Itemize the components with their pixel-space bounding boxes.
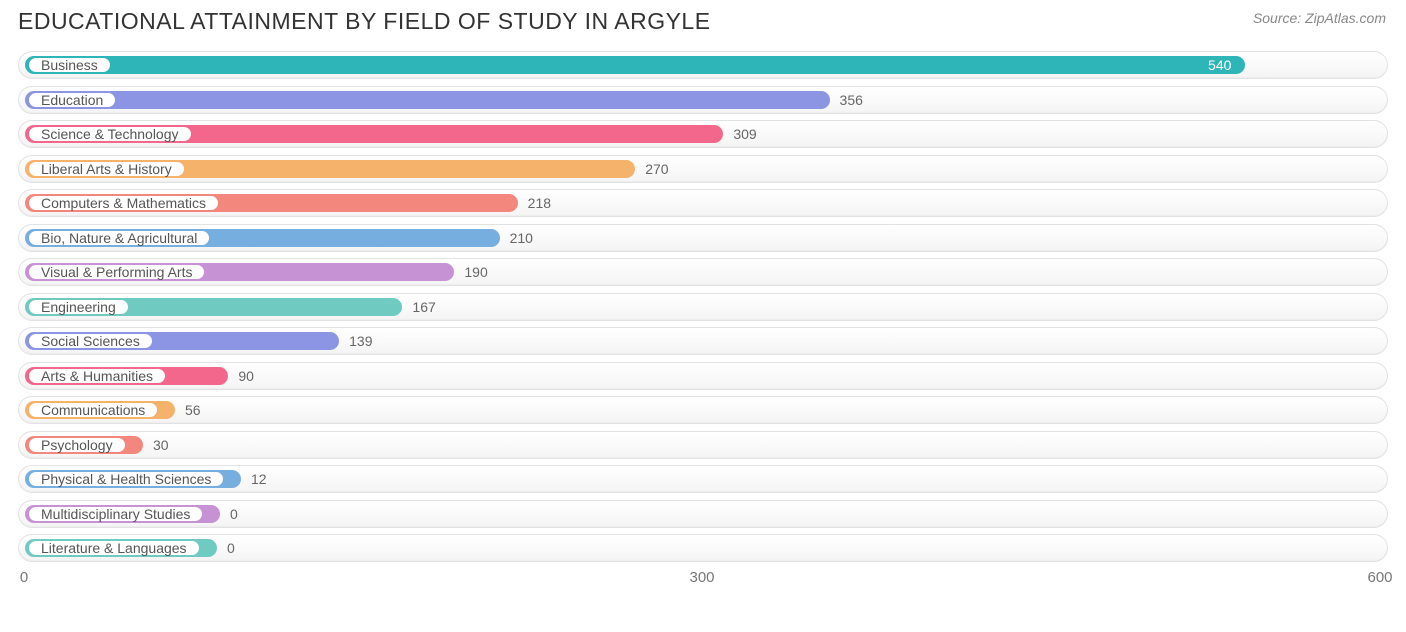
bar-category-pill: Communications bbox=[28, 402, 158, 418]
bar-value-label: 0 bbox=[230, 506, 238, 522]
bar-track: Physical & Health Sciences 12 bbox=[25, 470, 1381, 488]
bar-value-label: 210 bbox=[510, 230, 533, 246]
bar-category-pill: Computers & Mathematics bbox=[28, 195, 219, 211]
bar-track: Computers & Mathematics 218 bbox=[25, 194, 1381, 212]
bar-value-label: 167 bbox=[412, 299, 435, 315]
bar-category-pill: Science & Technology bbox=[28, 126, 192, 142]
bar-category-pill: Liberal Arts & History bbox=[28, 161, 185, 177]
bar-track: Science & Technology 309 bbox=[25, 125, 1381, 143]
bar-value-label: 139 bbox=[349, 333, 372, 349]
bar-row: Social Sciences 139 bbox=[18, 327, 1388, 355]
bar-value-label: 30 bbox=[153, 437, 169, 453]
bar-row: Bio, Nature & Agricultural 210 bbox=[18, 224, 1388, 252]
bar-track: Literature & Languages 0 bbox=[25, 539, 1381, 557]
x-axis-tick: 300 bbox=[689, 569, 714, 586]
bar-track: Social Sciences 139 bbox=[25, 332, 1381, 350]
bar-row: Multidisciplinary Studies 0 bbox=[18, 500, 1388, 528]
bar-row: Liberal Arts & History 270 bbox=[18, 155, 1388, 183]
bar-fill bbox=[25, 91, 830, 109]
bar-track: Engineering 167 bbox=[25, 298, 1381, 316]
bar-track: Psychology 30 bbox=[25, 436, 1381, 454]
bar-category-pill: Education bbox=[28, 92, 116, 108]
bar-value-label: 0 bbox=[227, 540, 235, 556]
x-axis-tick: 0 bbox=[20, 569, 28, 586]
bar-row: Science & Technology 309 bbox=[18, 120, 1388, 148]
bar-track: Education 356 bbox=[25, 91, 1381, 109]
bar-track: Liberal Arts & History 270 bbox=[25, 160, 1381, 178]
bar-track: Visual & Performing Arts 190 bbox=[25, 263, 1381, 281]
bar-track: Bio, Nature & Agricultural 210 bbox=[25, 229, 1381, 247]
chart-area: Business 540 Education 356 Science & Technol… bbox=[0, 39, 1406, 562]
x-axis-tick: 600 bbox=[1367, 569, 1392, 586]
bar-category-pill: Engineering bbox=[28, 299, 129, 315]
bar-category-pill: Physical & Health Sciences bbox=[28, 471, 224, 487]
bar-category-pill: Bio, Nature & Agricultural bbox=[28, 230, 210, 246]
bar-fill bbox=[25, 56, 1245, 74]
bar-category-pill: Arts & Humanities bbox=[28, 368, 166, 384]
bar-row: Literature & Languages 0 bbox=[18, 534, 1388, 562]
bar-row: Education 356 bbox=[18, 86, 1388, 114]
bar-value-label: 190 bbox=[464, 264, 487, 280]
bar-category-pill: Business bbox=[28, 57, 111, 73]
bar-value-label: 218 bbox=[528, 195, 551, 211]
chart-source: Source: ZipAtlas.com bbox=[1253, 10, 1386, 26]
bar-value-label: 540 bbox=[1208, 57, 1231, 73]
bar-category-pill: Visual & Performing Arts bbox=[28, 264, 205, 280]
bar-value-label: 90 bbox=[238, 368, 254, 384]
chart-header: EDUCATIONAL ATTAINMENT BY FIELD OF STUDY… bbox=[0, 0, 1406, 39]
bar-category-pill: Psychology bbox=[28, 437, 126, 453]
bar-category-pill: Social Sciences bbox=[28, 333, 153, 349]
bar-track: Business 540 bbox=[25, 56, 1381, 74]
bar-category-pill: Literature & Languages bbox=[28, 540, 200, 556]
bar-value-label: 56 bbox=[185, 402, 201, 418]
chart-title: EDUCATIONAL ATTAINMENT BY FIELD OF STUDY… bbox=[18, 8, 711, 35]
bar-row: Visual & Performing Arts 190 bbox=[18, 258, 1388, 286]
bar-category-pill: Multidisciplinary Studies bbox=[28, 506, 203, 522]
x-axis: 0300600 bbox=[24, 569, 1382, 599]
bar-row: Computers & Mathematics 218 bbox=[18, 189, 1388, 217]
bar-row: Physical & Health Sciences 12 bbox=[18, 465, 1388, 493]
bar-value-label: 309 bbox=[733, 126, 756, 142]
bar-value-label: 12 bbox=[251, 471, 267, 487]
bar-row: Engineering 167 bbox=[18, 293, 1388, 321]
bar-track: Arts & Humanities 90 bbox=[25, 367, 1381, 385]
bar-row: Communications 56 bbox=[18, 396, 1388, 424]
bar-row: Business 540 bbox=[18, 51, 1388, 79]
bar-track: Communications 56 bbox=[25, 401, 1381, 419]
bar-row: Arts & Humanities 90 bbox=[18, 362, 1388, 390]
bar-row: Psychology 30 bbox=[18, 431, 1388, 459]
bar-track: Multidisciplinary Studies 0 bbox=[25, 505, 1381, 523]
bar-value-label: 356 bbox=[840, 92, 863, 108]
bar-value-label: 270 bbox=[645, 161, 668, 177]
